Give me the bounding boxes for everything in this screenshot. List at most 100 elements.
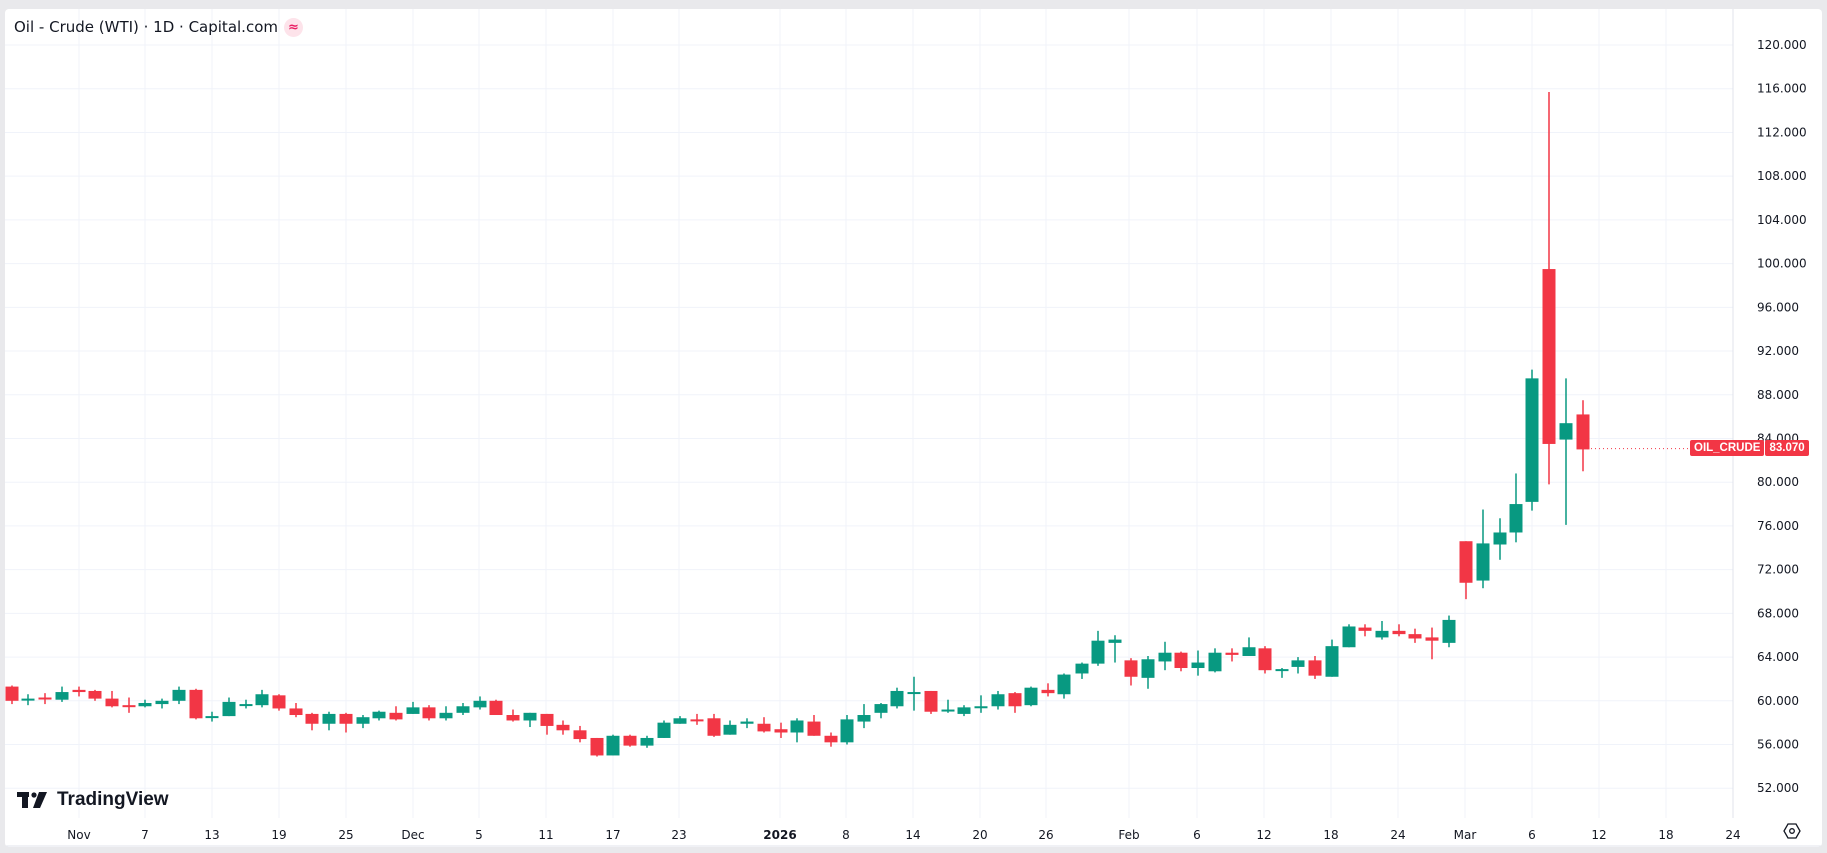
candle-up[interactable] — [155, 698, 169, 709]
candle-down[interactable] — [573, 725, 587, 743]
candle-up[interactable] — [456, 702, 470, 716]
candle-up[interactable] — [372, 710, 386, 721]
candle-down[interactable] — [339, 712, 353, 733]
candle-up[interactable] — [1091, 630, 1105, 666]
candle-up[interactable] — [957, 705, 971, 717]
candle-up[interactable] — [1075, 662, 1089, 679]
candle-up[interactable] — [473, 696, 487, 710]
candle-up[interactable] — [790, 718, 804, 743]
candle-down[interactable] — [122, 697, 136, 713]
candle-up[interactable] — [890, 687, 904, 709]
candle-up[interactable] — [406, 701, 420, 714]
candle-up[interactable] — [1024, 686, 1038, 707]
candle-up[interactable] — [1493, 518, 1507, 560]
chart-settings-button[interactable] — [1782, 821, 1802, 841]
candle-down[interactable] — [38, 693, 52, 705]
candle-up[interactable] — [1525, 369, 1539, 511]
candle-up[interactable] — [740, 718, 754, 729]
candle-down[interactable] — [1392, 624, 1406, 637]
candle-up[interactable] — [1108, 635, 1122, 663]
candle-down[interactable] — [506, 709, 520, 722]
candle-up[interactable] — [523, 712, 537, 728]
candle-up[interactable] — [322, 711, 336, 731]
candle-down[interactable] — [1408, 628, 1422, 643]
candle-down[interactable] — [422, 705, 436, 721]
candle-down[interactable] — [1008, 692, 1022, 713]
candle-down[interactable] — [1124, 658, 1138, 686]
candle-up[interactable] — [1291, 657, 1305, 674]
candle-down[interactable] — [272, 694, 286, 711]
candle-up[interactable] — [255, 689, 269, 708]
candlestick-chart[interactable]: 120.000 116.000 112.000 108.000 104.000 100.0… — [5, 9, 1822, 847]
candle-up[interactable] — [640, 735, 654, 748]
candle-up[interactable] — [974, 695, 988, 713]
candle-down[interactable] — [757, 717, 771, 733]
candle-down[interactable] — [774, 722, 788, 738]
candle-down[interactable] — [556, 720, 570, 735]
candle-up[interactable] — [172, 686, 186, 705]
candle-down[interactable] — [1308, 655, 1322, 679]
candle-down[interactable] — [1258, 646, 1272, 674]
candle-down[interactable] — [824, 732, 838, 747]
candle-down[interactable] — [1459, 541, 1473, 600]
candle-up[interactable] — [857, 704, 871, 729]
candle-down[interactable] — [1225, 648, 1239, 662]
candle-down[interactable] — [807, 715, 821, 736]
candle-up[interactable] — [356, 715, 370, 729]
candle-up[interactable] — [1342, 624, 1356, 648]
candle-down[interactable] — [1425, 627, 1439, 660]
candle-up[interactable] — [723, 720, 737, 735]
candle-up[interactable] — [1242, 637, 1256, 656]
candle-up[interactable] — [1476, 509, 1490, 589]
candle-down[interactable] — [1174, 651, 1188, 672]
candle-up[interactable] — [991, 690, 1005, 710]
candle-up[interactable] — [1191, 650, 1205, 676]
candle-up[interactable] — [1325, 639, 1339, 677]
candle-up[interactable] — [1442, 615, 1456, 648]
candle-up[interactable] — [1509, 473, 1523, 543]
market-status-icon[interactable]: ≈ — [283, 17, 303, 37]
candle-up[interactable] — [1559, 378, 1573, 525]
candle-up[interactable] — [941, 699, 955, 713]
candle-up[interactable] — [1141, 655, 1155, 689]
candle-down[interactable] — [1358, 624, 1372, 637]
candle-down[interactable] — [305, 712, 319, 731]
candle-up[interactable] — [1208, 648, 1222, 673]
candle-down[interactable] — [5, 685, 19, 705]
candle-down[interactable] — [1041, 683, 1055, 697]
candle-up[interactable] — [205, 711, 219, 722]
candle-up[interactable] — [239, 699, 253, 709]
candle-down[interactable] — [623, 734, 637, 747]
candle-down[interactable] — [105, 690, 119, 708]
candle-up[interactable] — [1275, 668, 1289, 678]
candle-up[interactable] — [907, 676, 921, 711]
candle-down[interactable] — [540, 713, 554, 735]
candle-down[interactable] — [72, 686, 86, 697]
candle-down[interactable] — [489, 699, 503, 716]
candle-up[interactable] — [606, 734, 620, 756]
candle-up[interactable] — [874, 702, 888, 719]
candle-down[interactable] — [389, 706, 403, 721]
candle-down[interactable] — [289, 702, 303, 718]
price-axis-label: 76.000 — [1757, 519, 1799, 533]
candle-up[interactable] — [1375, 621, 1389, 640]
candle-up[interactable] — [1057, 673, 1071, 699]
candle-down[interactable] — [1576, 400, 1590, 472]
candle-up[interactable] — [138, 699, 152, 708]
candle-down[interactable] — [189, 688, 203, 720]
candle-up[interactable] — [840, 715, 854, 745]
candle-down[interactable] — [88, 689, 102, 701]
candle-down[interactable] — [1542, 91, 1556, 485]
candle-up[interactable] — [222, 697, 236, 717]
candle-up[interactable] — [673, 716, 687, 724]
candle-down[interactable] — [707, 713, 721, 737]
candle-up[interactable] — [1158, 641, 1172, 671]
candle-up[interactable] — [657, 720, 671, 738]
candle-up[interactable] — [21, 694, 35, 706]
candle-up[interactable] — [439, 706, 453, 721]
tradingview-logo[interactable]: TradingView — [17, 789, 169, 811]
candle-down[interactable] — [590, 737, 604, 757]
candle-down[interactable] — [690, 713, 704, 725]
candle-down[interactable] — [924, 690, 938, 714]
candle-up[interactable] — [55, 686, 69, 702]
